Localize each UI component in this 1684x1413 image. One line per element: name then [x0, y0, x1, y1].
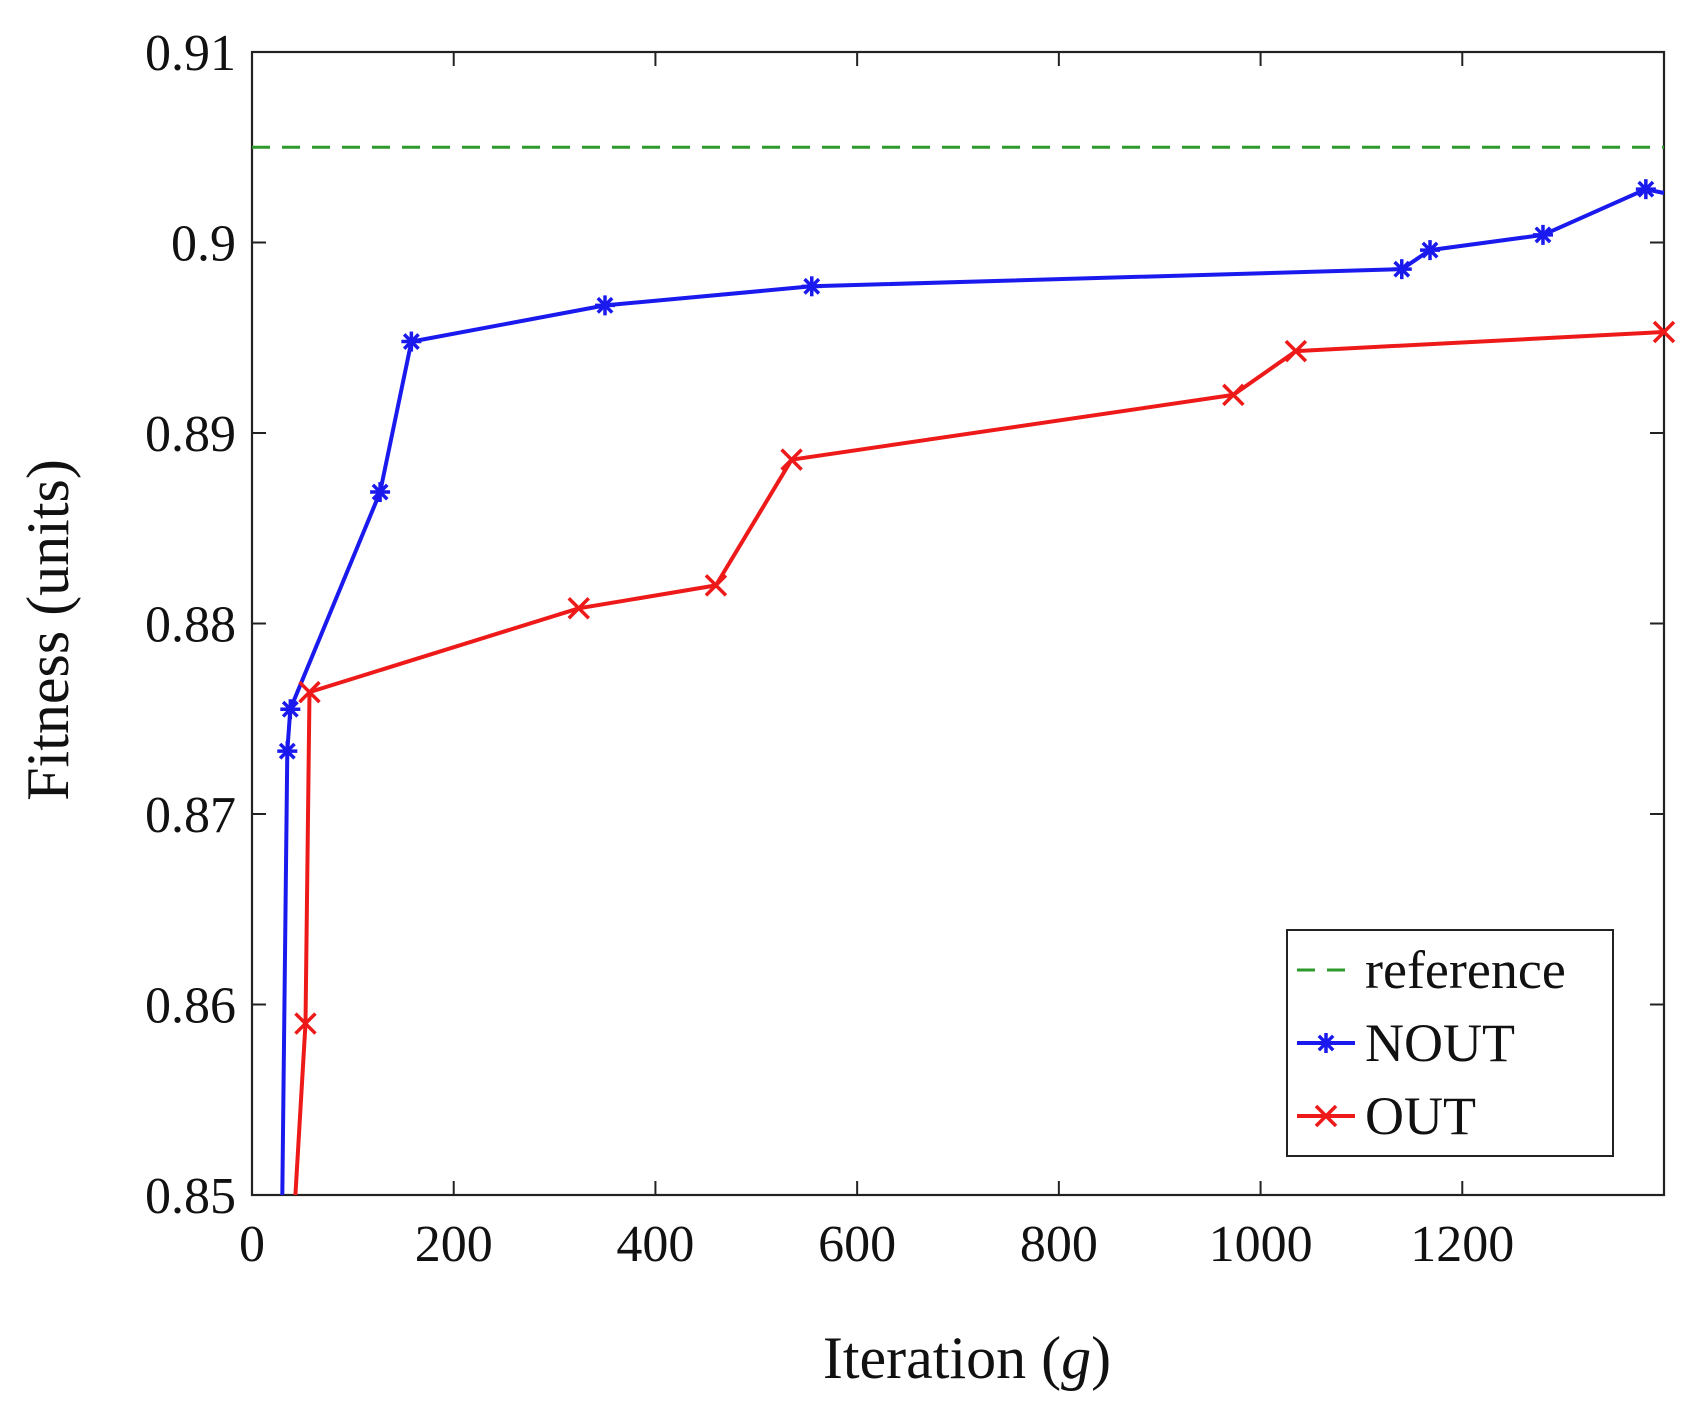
legend: reference NOUT OUT: [1286, 929, 1614, 1157]
data-point-nout: [277, 741, 298, 762]
legend-marker-nout: [1316, 1033, 1336, 1053]
x-axis-label-suffix: ): [1091, 1325, 1111, 1391]
data-point-nout: [280, 699, 301, 720]
data-point-out: [1652, 320, 1676, 344]
y-tick-label: 0.91: [145, 25, 236, 82]
data-point-out: [1284, 339, 1308, 363]
data-point-out: [298, 680, 321, 704]
y-axis-label: Fitness (units): [15, 459, 81, 801]
data-point-out: [704, 574, 728, 597]
x-axis-label-prefix: Iteration (: [823, 1325, 1061, 1391]
data-point-out: [567, 597, 591, 620]
y-tick-label: 0.89: [145, 406, 236, 463]
legend-label-nout: NOUT: [1365, 1013, 1515, 1073]
data-point-nout: [401, 331, 422, 352]
y-tick-label: 0.88: [145, 597, 236, 654]
x-axis-label: Iteration (g): [823, 1325, 1111, 1391]
x-tick-label: 400: [616, 1216, 694, 1273]
data-point-nout: [801, 276, 822, 297]
data-point-out: [294, 1012, 317, 1035]
x-tick-label: 600: [818, 1216, 896, 1273]
data-point-nout: [370, 482, 391, 503]
data-point-nout: [595, 295, 615, 316]
data-point-nout: [1420, 240, 1441, 261]
ticks-layer: 0 200 400 600 800 1000 1200 0.85 0.86 0.87 0.88 0.8…: [145, 25, 1664, 1273]
data-point-out: [780, 448, 803, 471]
x-tick-label: 0: [239, 1216, 265, 1273]
legend-label-reference: reference: [1365, 940, 1566, 1000]
legend-marker-out: [1314, 1104, 1338, 1128]
data-point-nout: [1635, 179, 1656, 200]
legend-label-out: OUT: [1365, 1086, 1476, 1146]
x-tick-label: 1000: [1209, 1216, 1313, 1273]
x-tick-label: 1200: [1410, 1216, 1514, 1273]
data-point-out: [1222, 383, 1245, 407]
y-tick-label: 0.9: [171, 216, 236, 273]
x-tick-label: 800: [1020, 1216, 1098, 1273]
y-tick-label: 0.86: [145, 978, 236, 1035]
data-point-nout: [1532, 224, 1553, 245]
x-axis-label-variable: g: [1061, 1325, 1091, 1391]
data-point-nout: [1391, 259, 1412, 280]
y-tick-label: 0.87: [145, 787, 236, 844]
series-layer: [252, 145, 1676, 1196]
x-tick-label: 200: [415, 1216, 493, 1273]
y-tick-label: 0.85: [145, 1168, 236, 1225]
